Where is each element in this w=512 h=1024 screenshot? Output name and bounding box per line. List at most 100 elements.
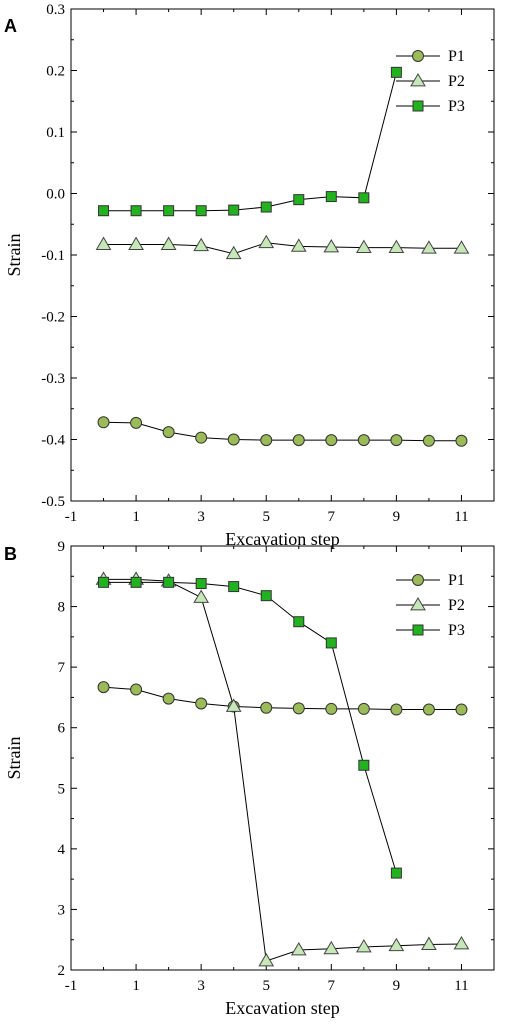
y-tick-label: 3	[58, 902, 66, 918]
data-point-p3	[228, 204, 240, 216]
x-tick-label: 1	[132, 978, 140, 994]
data-point-p1	[292, 434, 305, 447]
plot-frame	[70, 545, 495, 971]
legend-label-p3: P3	[448, 622, 465, 639]
x-tick-label: 11	[454, 978, 468, 994]
data-point-p1	[162, 426, 175, 439]
legend-label-p3: P3	[448, 98, 465, 115]
data-point-p1	[195, 431, 208, 444]
data-point-p2	[388, 937, 405, 952]
data-point-p1	[97, 416, 110, 429]
series-line-p2	[103, 578, 462, 962]
data-point-p1	[260, 434, 273, 447]
data-point-p2	[388, 239, 405, 254]
legend-marker-p1	[412, 50, 424, 62]
x-tick-label: 7	[328, 509, 336, 525]
data-point-p3	[293, 194, 305, 206]
data-point-p2	[95, 236, 112, 250]
data-point-p2	[290, 942, 307, 956]
x-tick-label: 5	[262, 978, 270, 994]
data-point-p1	[422, 703, 435, 716]
y-tick-label: 0.0	[46, 187, 65, 203]
y-tick-label: 0.1	[46, 125, 65, 141]
x-axis-label: Excavation step	[225, 998, 339, 1018]
data-point-p2	[355, 239, 372, 254]
y-tick-label: 9	[58, 539, 66, 555]
data-point-p1	[130, 416, 143, 429]
series-line-p3	[103, 581, 397, 874]
x-tick-label: 5	[262, 509, 270, 525]
legend-label-p2: P2	[448, 73, 465, 90]
chart-panel-a: -1 1 3 5 7 9 11 -0.5 -0.4 -0.3 -0.2 -0.1 0.0 0.1 0.2 0.…	[4, 2, 495, 549]
y-tick-label: 0.2	[46, 64, 65, 80]
y-tick-label: 8	[58, 600, 66, 616]
data-point-p2	[421, 936, 437, 950]
legend-label-p1: P1	[448, 572, 465, 589]
data-point-p3	[390, 867, 402, 879]
legend-label-p2: P2	[448, 597, 465, 614]
series-line-p3	[103, 72, 397, 212]
data-point-p3	[358, 759, 370, 771]
data-point-p3	[293, 616, 305, 628]
data-point-p1	[260, 701, 273, 714]
x-tick-label: -1	[65, 978, 78, 994]
data-point-p1	[390, 703, 403, 716]
data-point-p2	[193, 237, 210, 252]
data-point-p2	[225, 245, 242, 260]
x-tick-label: 3	[197, 509, 205, 525]
data-point-p3	[390, 66, 402, 78]
legend-marker-p2	[410, 73, 426, 87]
y-axis-label: Strain	[4, 234, 24, 277]
legend-marker-p3	[412, 100, 424, 112]
data-point-p1	[97, 681, 110, 694]
data-point-p1	[390, 434, 403, 447]
y-tick-label: 6	[58, 721, 66, 737]
data-point-p2	[258, 234, 275, 249]
data-point-p3	[195, 205, 207, 217]
x-tick-label: -1	[65, 509, 78, 525]
data-point-p3	[260, 590, 272, 602]
legend-marker-p2	[410, 597, 426, 611]
data-point-p3	[130, 576, 142, 588]
x-axis-label: Excavation step	[225, 529, 339, 549]
data-point-p1	[195, 697, 208, 710]
data-point-p3	[163, 205, 175, 217]
data-point-p2	[193, 589, 210, 603]
data-point-p3	[195, 578, 207, 590]
legend-label-p1: P1	[448, 48, 465, 65]
y-tick-label: -0.2	[41, 310, 65, 326]
y-tick-label: -0.1	[41, 248, 65, 264]
legend-marker-p1	[412, 574, 424, 586]
data-point-p1	[130, 683, 143, 696]
y-tick-label: 4	[58, 842, 66, 858]
data-point-p2	[323, 239, 340, 253]
x-tick-label: 1	[132, 509, 140, 525]
y-tick-label: -0.5	[41, 494, 65, 510]
data-point-p1	[325, 434, 338, 447]
series-line-p1	[103, 421, 462, 442]
data-point-p2	[421, 240, 437, 254]
series-line-p1	[103, 686, 462, 711]
y-axis-label: Strain	[4, 737, 24, 780]
data-point-p2	[225, 698, 242, 712]
data-point-p1	[227, 433, 240, 446]
y-tick-label: 0.3	[46, 2, 65, 18]
panel-label-a: A	[4, 16, 17, 36]
data-point-p1	[162, 692, 175, 705]
legend-marker-p3	[412, 624, 424, 636]
data-point-p1	[357, 434, 370, 447]
data-point-p3	[228, 581, 240, 593]
data-point-p2	[128, 236, 144, 250]
y-tick-label: 7	[58, 660, 66, 676]
data-point-p2	[453, 240, 470, 254]
data-point-p1	[292, 702, 305, 715]
data-point-p3	[260, 201, 272, 213]
data-point-p1	[357, 702, 370, 715]
x-tick-label: 7	[328, 978, 336, 994]
data-point-p2	[453, 935, 470, 950]
y-tick-label: -0.4	[41, 433, 65, 449]
data-point-p2	[355, 938, 372, 953]
data-point-p3	[98, 205, 110, 217]
x-tick-label: 9	[393, 978, 401, 994]
